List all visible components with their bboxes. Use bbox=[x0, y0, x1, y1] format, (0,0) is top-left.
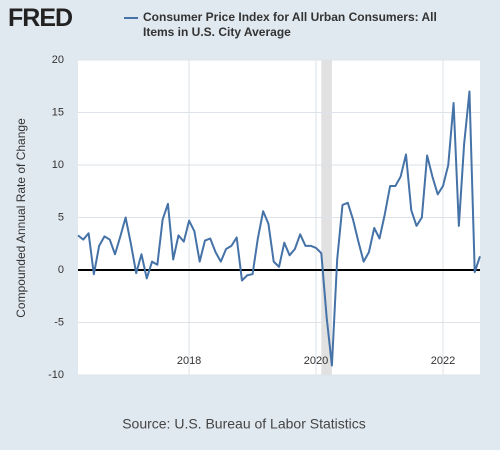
y-tick-label: 20 bbox=[52, 54, 64, 66]
legend-swatch bbox=[124, 17, 138, 19]
y-tick-label: -5 bbox=[54, 316, 64, 328]
logo[interactable]: FRED bbox=[8, 4, 73, 32]
y-tick-label: 5 bbox=[58, 211, 64, 223]
y-axis-label: Compounded Annual Rate of Change bbox=[14, 118, 28, 318]
source: Source: U.S. Bureau of Labor Statistics bbox=[122, 416, 366, 432]
y-tick-label: 0 bbox=[58, 264, 64, 276]
data-line bbox=[77, 90, 481, 367]
legend-label: Consumer Price Index for All Urban Consu… bbox=[143, 10, 437, 39]
y-tick-label: 15 bbox=[52, 106, 64, 118]
y-tick-label: -10 bbox=[48, 369, 64, 381]
y-tick-label: 10 bbox=[52, 159, 64, 171]
